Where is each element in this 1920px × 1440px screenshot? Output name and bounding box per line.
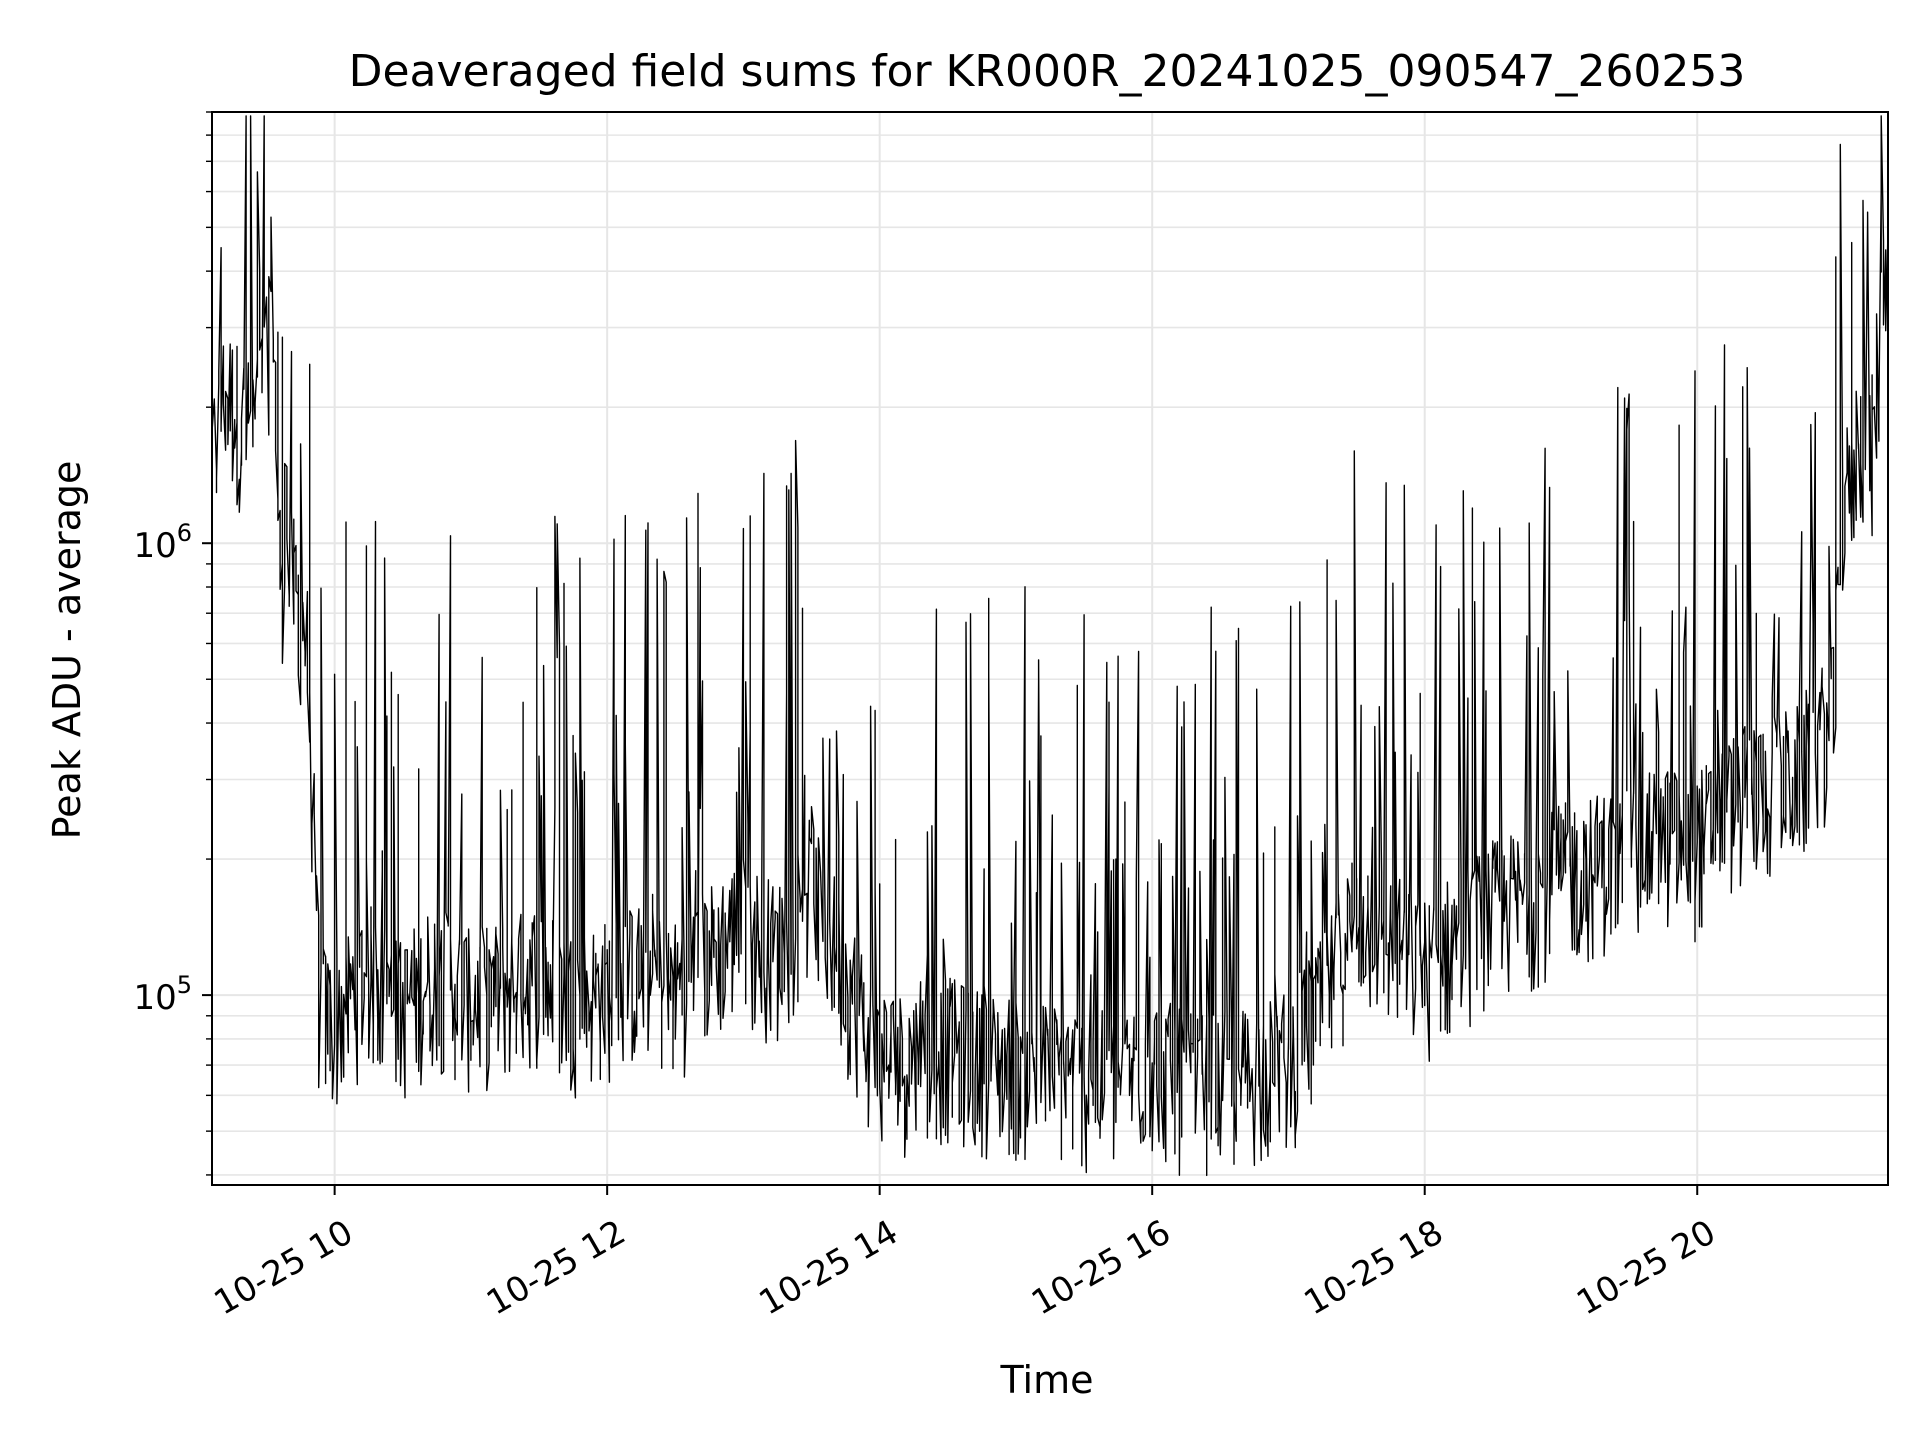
chart-title: Deaveraged field sums for KR000R_2024102…: [349, 46, 1746, 97]
series-group: [211, 115, 1889, 1177]
x-axis-label: Time: [1000, 1358, 1094, 1402]
y-tick-label: 106: [133, 519, 192, 566]
series-line: [211, 115, 1889, 1177]
plot-frame: [211, 111, 1889, 1186]
y-axis-label: Peak ADU - average: [45, 461, 89, 840]
y-tick-label: 105: [133, 971, 192, 1018]
